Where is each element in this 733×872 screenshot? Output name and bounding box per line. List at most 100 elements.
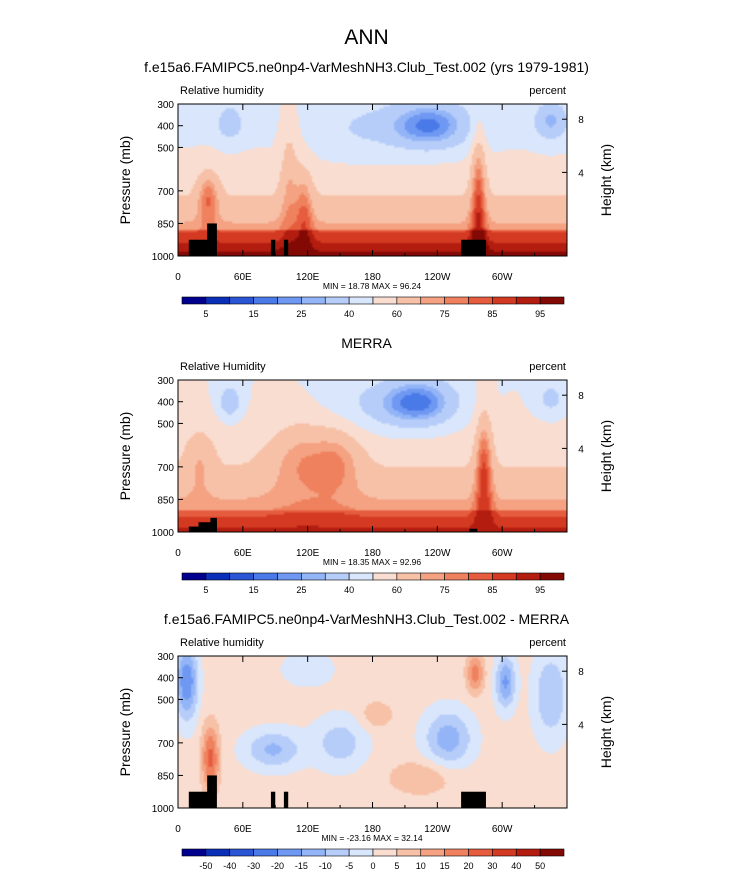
y-tick-label: 400 [157,122,174,133]
colorbar-box [277,848,302,857]
y-right-axis-label: Height (km) [598,144,614,216]
colorbar-box [372,572,398,581]
colorbar-box [229,572,254,581]
colorbar-box [492,848,517,857]
left-string: Relative Humidity [180,361,266,373]
colorbar: 5 15 25 40 60 75 85 95 [181,296,565,319]
y-tick-label: 700 [157,187,174,198]
x-tick-label: 0 [175,824,181,835]
colorbar-box [205,296,231,305]
colorbar-label: 25 [296,585,306,595]
colorbar-box [468,572,493,581]
y-tick-label: 300 [157,100,174,111]
land-mask [188,791,213,808]
colorbar-label: -15 [295,861,308,871]
land-mask [210,517,217,532]
y-tick-label: 300 [157,376,174,387]
x-tick-label: 60E [234,824,252,835]
field-shading [178,104,567,256]
colorbar-label: -30 [247,861,260,871]
y-tick-label: 850 [157,495,174,506]
colorbar-box [181,572,207,581]
colorbar-label: -10 [319,861,332,871]
colorbar-label: 40 [344,585,354,595]
colorbar-box [348,848,374,857]
y-tick-label: 1000 [152,528,175,539]
land-mask [188,239,213,256]
y-right-tick-label: 8 [578,115,584,126]
colorbar-label: -20 [271,861,284,871]
right-string: percent [529,361,566,373]
x-tick-label: 120E [296,548,320,559]
y-right-axis-label: Height (km) [598,420,614,492]
colorbar-box [229,848,254,857]
panel-title: MERRA [341,335,392,351]
colorbar-label: 25 [296,309,306,319]
colorbar-box [253,572,278,581]
land-mask [207,223,217,256]
land-mask [283,791,289,808]
colorbar-label: 0 [370,861,375,871]
min-max-text: MIN = 18.35 MAX = 92.96 [323,557,422,567]
colorbar-box [205,848,231,857]
y-tick-label: 850 [157,771,174,782]
colorbar-label: 15 [249,309,259,319]
colorbar-box [301,848,326,857]
colorbar-box [348,572,374,581]
colorbar-label: 40 [511,861,521,871]
colorbar-label: 60 [392,309,402,319]
land-mask [283,239,289,256]
land-mask [188,526,202,532]
min-max-text: MIN = -23.16 MAX = 32.14 [321,833,422,843]
colorbar-box [515,848,541,857]
colorbar-label: -40 [223,861,236,871]
colorbar-label: 10 [416,861,426,871]
x-tick-label: 120W [424,272,451,283]
colorbar-label: 75 [440,585,450,595]
y-tick-label: 500 [157,143,174,154]
y-tick-label: 500 [157,419,174,430]
right-string: percent [529,637,566,649]
colorbar-label: 5 [203,309,208,319]
colorbar-box [277,296,302,305]
y-right-axis-label: Height (km) [598,696,614,768]
land-mask [461,239,486,256]
panel-title: f.e15a6.FAMIPC5.ne0np4-VarMeshNH3.Club_T… [164,611,570,627]
colorbar-box [444,848,469,857]
colorbar-box [515,572,541,581]
colorbar-label: -50 [199,861,212,871]
colorbar-box [277,572,302,581]
colorbar-label: -5 [345,861,353,871]
left-string: Relative humidity [180,85,264,97]
colorbar-box [253,848,278,857]
colorbar-box [539,572,565,581]
colorbar-box [205,572,231,581]
panel-title: f.e15a6.FAMIPC5.ne0np4-VarMeshNH3.Club_T… [144,59,589,75]
colorbar-box [253,296,278,305]
y-tick-label: 700 [157,739,174,750]
y-tick-label: 1000 [152,804,175,815]
colorbar-label: 5 [203,585,208,595]
y-right-tick-label: 8 [578,667,584,678]
colorbar-box [396,848,422,857]
colorbar-label: 50 [535,861,545,871]
y-right-tick-label: 8 [578,391,584,402]
x-tick-label: 0 [175,548,181,559]
right-string: percent [529,85,566,97]
x-tick-label: 60W [492,272,513,283]
field-shading [178,656,567,808]
colorbar-box [324,296,350,305]
colorbar-box [468,848,493,857]
x-tick-label: 180 [364,824,381,835]
chart-panel-3: f.e15a6.FAMIPC5.ne0np4-VarMeshNH3.Club_T… [117,611,614,871]
colorbar-label: 40 [344,309,354,319]
colorbar-label: 85 [487,309,497,319]
colorbar-box [229,296,254,305]
land-mask [198,522,217,532]
x-tick-label: 60W [492,548,513,559]
colorbar-label: 20 [463,861,473,871]
colorbar-box [539,848,565,857]
field-shading [178,380,567,532]
colorbar-box [444,572,469,581]
